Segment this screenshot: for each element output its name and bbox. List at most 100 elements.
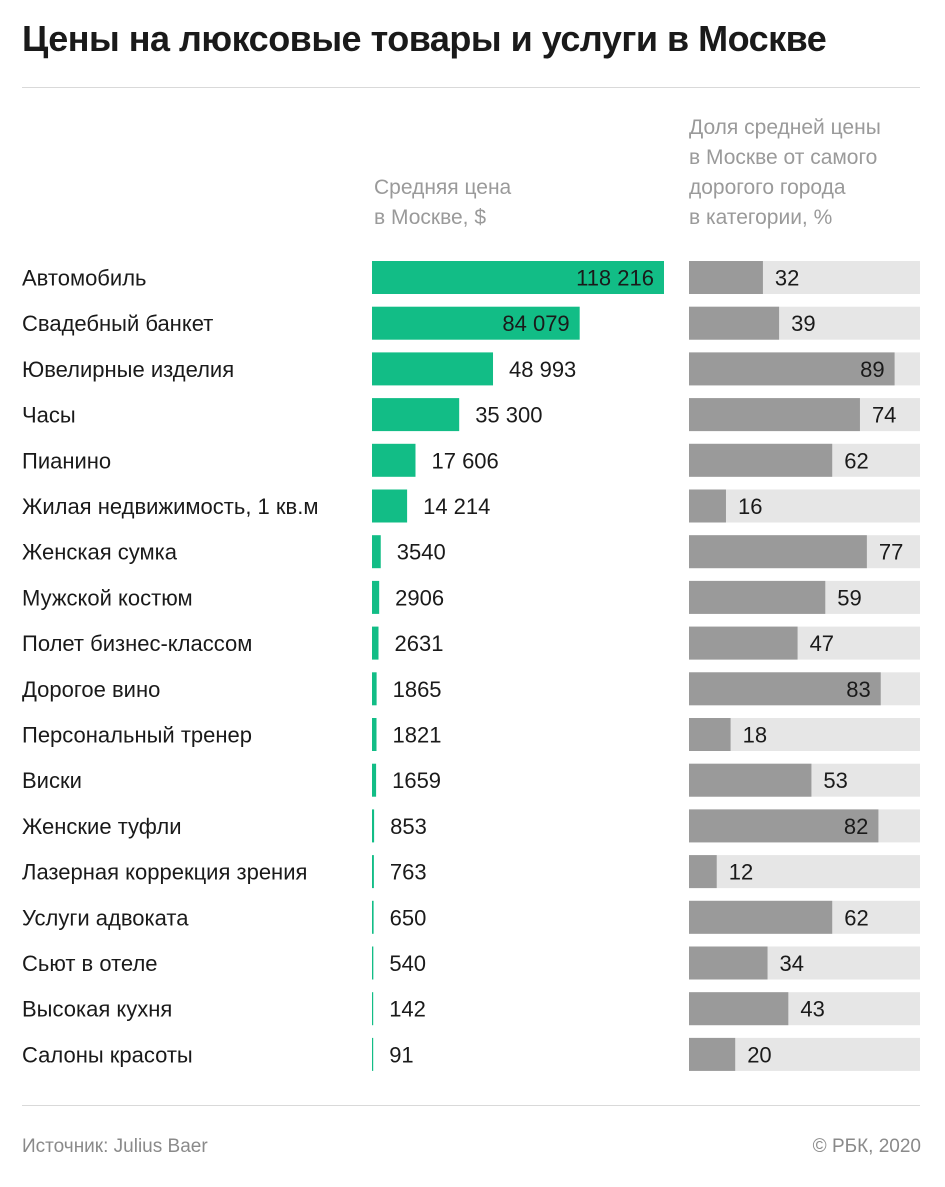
price-value-label: 17 606 [431, 448, 498, 473]
price-bar [372, 261, 664, 294]
category-label: Часы [22, 403, 76, 428]
share-value-label: 77 [879, 540, 903, 565]
share-bar [689, 580, 826, 614]
price-bar [372, 306, 580, 340]
share-value-label: 82 [844, 814, 868, 839]
price-bar [372, 855, 374, 889]
share-value-label: 43 [800, 997, 824, 1022]
share-value-label: 62 [844, 905, 868, 930]
price-value-label: 91 [389, 1042, 413, 1067]
price-value-label: 1865 [393, 677, 442, 702]
top-divider [22, 87, 920, 88]
price-bar [372, 535, 381, 569]
price-bar [372, 946, 374, 980]
category-label: Салоны красоты [22, 1042, 193, 1067]
price-bar [372, 443, 416, 477]
category-label: Женские туфли [22, 814, 182, 839]
share-value-label: 32 [775, 266, 799, 291]
price-value-label: 650 [390, 905, 427, 930]
share-bar [689, 672, 881, 706]
share-bar [689, 992, 789, 1026]
price-bar [372, 718, 377, 751]
price-value-label: 2906 [395, 585, 444, 610]
share-bar [689, 763, 812, 797]
category-label: Лазерная коррекция зрения [22, 860, 307, 885]
share-bar [689, 855, 717, 889]
category-label: Пианино [22, 448, 111, 473]
price-bar [372, 992, 374, 1026]
share-header-line-3: дорогого города [689, 176, 846, 199]
price-bar [372, 352, 494, 386]
share-value-label: 47 [810, 631, 834, 656]
share-value-label: 62 [844, 448, 868, 473]
chart-title: Цены на люксовые товары и услуги в Москв… [22, 18, 827, 59]
share-bar [689, 900, 833, 934]
price-value-label: 1821 [392, 723, 441, 748]
bottom-divider [22, 1105, 920, 1106]
share-value-label: 39 [791, 311, 815, 336]
price-bar [372, 489, 408, 523]
category-label: Дорогое вино [22, 677, 160, 702]
share-value-label: 34 [780, 951, 804, 976]
price-value-label: 540 [389, 951, 426, 976]
price-value-label: 1659 [392, 768, 441, 793]
category-label: Мужской костюм [22, 585, 193, 610]
price-bar [372, 763, 377, 797]
share-value-label: 53 [823, 768, 847, 793]
price-value-label: 2631 [394, 631, 443, 656]
share-bar [689, 946, 768, 980]
price-value-label: 118 216 [576, 266, 654, 291]
price-value-label: 853 [390, 814, 427, 839]
price-bar [372, 809, 375, 843]
category-label: Жилая недвижимость, 1 кв.м [22, 494, 318, 519]
share-value-label: 16 [738, 494, 762, 519]
share-value-label: 20 [747, 1042, 771, 1067]
share-header-line-2: в Москве от самого [689, 146, 878, 169]
share-bar [689, 489, 726, 523]
price-value-label: 14 214 [423, 494, 490, 519]
share-header-line-1: Доля средней цены [689, 116, 881, 139]
price-value-label: 35 300 [475, 403, 542, 428]
category-label: Женская сумка [22, 540, 178, 565]
share-bar [689, 306, 780, 340]
share-value-label: 74 [872, 403, 896, 428]
price-bar [372, 580, 380, 614]
price-value-label: 763 [390, 860, 427, 885]
share-bar [689, 626, 798, 660]
price-value-label: 3540 [397, 540, 446, 565]
price-column-header: Средняя цена в Москве, $ [374, 173, 511, 233]
category-label: Свадебный банкет [22, 311, 213, 336]
category-label: Высокая кухня [22, 997, 172, 1022]
share-bar [689, 809, 879, 843]
source-note: Источник: Julius Baer [22, 1136, 208, 1157]
category-label: Автомобиль [22, 266, 147, 291]
category-label: Сьют в отеле [22, 951, 158, 976]
share-bar [689, 261, 763, 294]
share-column-header: Доля средней цены в Москве от самого дор… [689, 113, 881, 233]
category-label: Полет бизнес-классом [22, 631, 252, 656]
share-header-line-4: в категории, % [689, 206, 833, 229]
share-track [689, 489, 920, 523]
price-bar [372, 1037, 374, 1071]
price-bar [372, 626, 379, 660]
share-value-label: 18 [743, 723, 767, 748]
share-bar [689, 718, 731, 751]
category-label: Услуги адвоката [22, 905, 189, 930]
price-bar [372, 900, 374, 934]
price-bar [372, 672, 377, 706]
copyright: © РБК, 2020 [812, 1136, 921, 1157]
share-value-label: 83 [846, 677, 870, 702]
share-bar [689, 352, 895, 386]
category-label: Виски [22, 768, 82, 793]
category-label: Персональный тренер [22, 723, 252, 748]
share-bar [689, 443, 833, 477]
price-header-line-2: в Москве, $ [374, 206, 487, 229]
share-bar [689, 398, 860, 432]
price-value-label: 48 993 [509, 357, 576, 382]
price-header-line-1: Средняя цена [374, 176, 512, 199]
price-value-label: 84 079 [502, 311, 569, 336]
price-bar [372, 398, 460, 432]
share-value-label: 89 [860, 357, 884, 382]
price-value-label: 142 [389, 997, 426, 1022]
